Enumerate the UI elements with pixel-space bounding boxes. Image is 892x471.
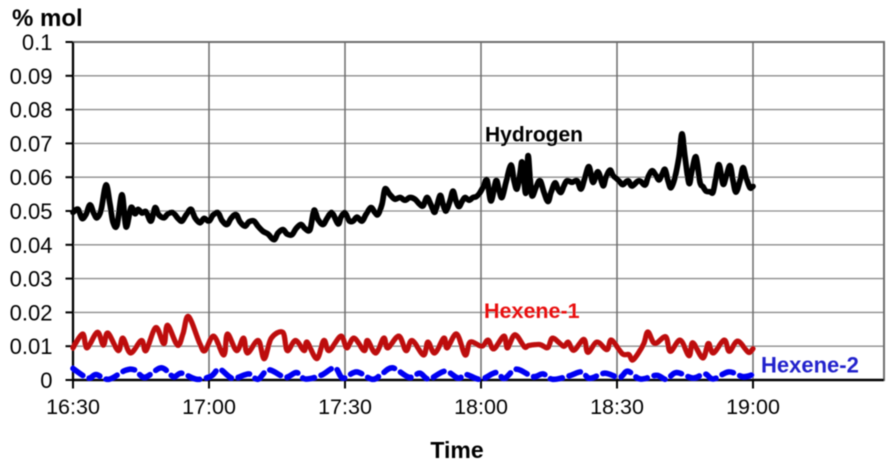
svg-text:% mol: % mol [12,5,83,32]
svg-text:Hexene-1: Hexene-1 [484,299,580,323]
svg-text:0.01: 0.01 [10,334,53,359]
svg-text:Time: Time [430,437,483,463]
svg-text:0.09: 0.09 [10,64,53,89]
svg-text:Hydrogen: Hydrogen [485,124,583,147]
svg-text:0.05: 0.05 [10,199,53,224]
svg-text:16:30: 16:30 [46,395,100,419]
svg-text:0: 0 [40,368,52,393]
svg-text:0.07: 0.07 [10,131,53,156]
svg-text:0.1: 0.1 [22,30,53,55]
svg-text:0.06: 0.06 [10,165,53,190]
svg-text:17:00: 17:00 [182,395,236,419]
svg-text:Hexene-2: Hexene-2 [761,353,859,378]
svg-text:0.08: 0.08 [10,98,53,123]
svg-text:19:00: 19:00 [726,395,780,419]
svg-text:0.02: 0.02 [10,300,53,325]
svg-text:0.04: 0.04 [10,233,53,258]
svg-text:18:30: 18:30 [590,395,644,419]
svg-text:0.03: 0.03 [10,267,53,292]
svg-text:17:30: 17:30 [318,395,372,419]
svg-text:18:00: 18:00 [454,395,508,419]
